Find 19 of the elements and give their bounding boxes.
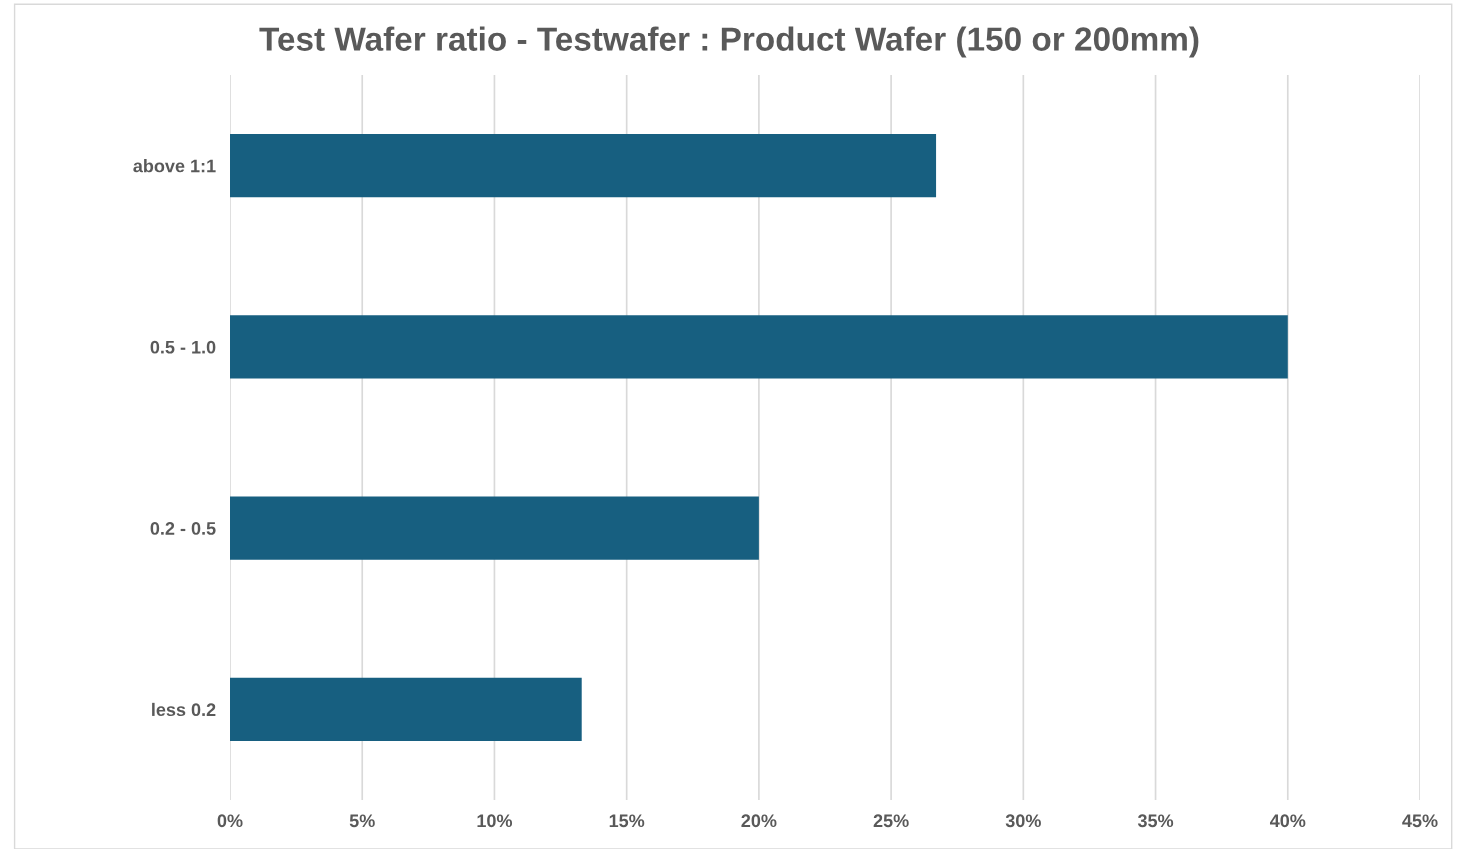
y-tick-label: less 0.2 <box>152 702 216 717</box>
x-tick-label: 10% <box>477 814 513 828</box>
chart-title: Test Wafer ratio - Testwafer : Product Wafer (150 or 200mm) <box>259 26 1199 58</box>
bar <box>230 315 1288 379</box>
x-tick-label: 45% <box>1402 814 1438 828</box>
bar <box>230 496 759 560</box>
x-tick-label: 15% <box>609 814 645 828</box>
bar <box>230 133 937 198</box>
x-tick-label: 30% <box>1005 814 1041 828</box>
x-tick-label: 35% <box>1137 814 1174 828</box>
x-tick-label: 40% <box>1269 814 1306 828</box>
y-tick-label: above 1:1 <box>133 159 216 173</box>
x-tick-label: 25% <box>873 814 909 828</box>
x-tick-label: 20% <box>741 814 777 828</box>
x-tick-label: 5% <box>349 814 375 828</box>
y-tick-label: 0.2 - 0.5 <box>150 522 216 535</box>
bar <box>230 677 582 742</box>
x-tick-label: 0% <box>217 814 243 828</box>
y-tick-label: 0.5 - 1.0 <box>150 340 216 354</box>
